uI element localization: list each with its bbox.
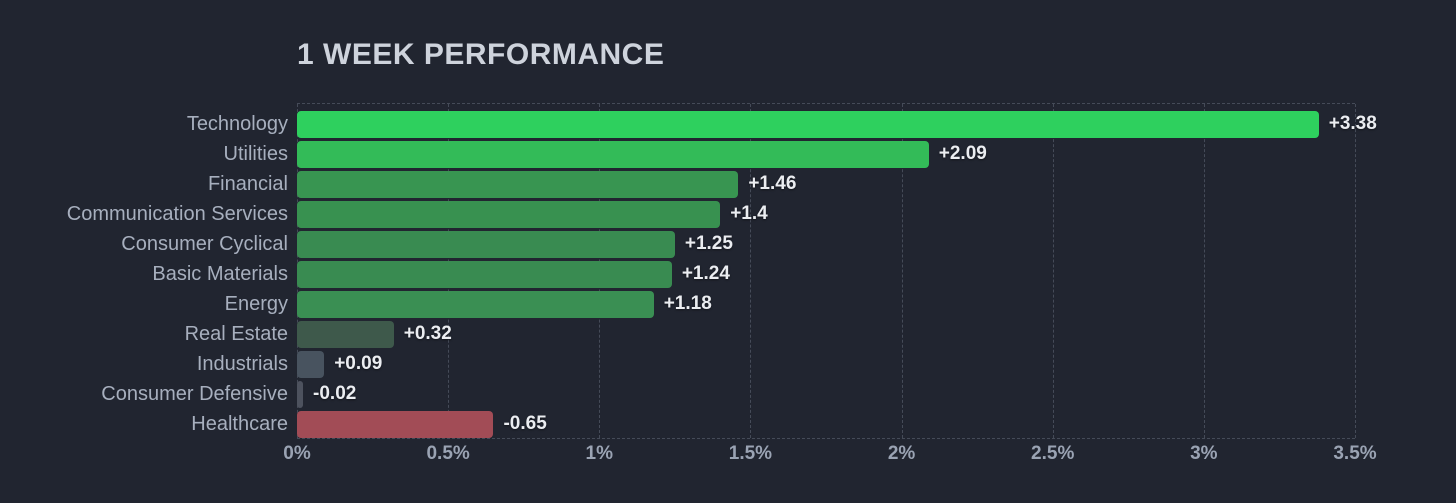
value-label: +0.32	[403, 323, 452, 344]
category-label: Utilities	[223, 143, 288, 165]
bar	[297, 410, 494, 438]
gridline	[1355, 104, 1356, 438]
bar	[297, 290, 654, 318]
value-label: -0.02	[313, 383, 357, 404]
value-label: +1.24	[681, 263, 730, 284]
bar	[297, 350, 325, 378]
bar	[297, 200, 721, 228]
x-tick-label: 2.5%	[1031, 443, 1075, 464]
x-tick-label: 0%	[283, 443, 311, 464]
category-label: Real Estate	[184, 323, 288, 345]
value-label: +3.38	[1328, 113, 1377, 134]
category-label: Industrials	[196, 353, 288, 375]
category-label: Consumer Defensive	[101, 383, 288, 405]
bar	[297, 320, 394, 348]
value-label: +1.4	[730, 203, 768, 224]
bar	[297, 140, 929, 168]
gridline	[901, 104, 903, 438]
bar-row: Communication Services +1.4	[67, 199, 1355, 229]
bar-row: Consumer Cyclical +1.25	[121, 229, 1355, 259]
x-tick-label: 1.5%	[728, 443, 773, 464]
value-label: +1.18	[663, 293, 712, 314]
bar-row: Energy +1.18	[225, 289, 1355, 319]
bar-row: Industrials +0.09	[197, 349, 1355, 379]
bar-row: Utilities +2.09	[224, 139, 1355, 169]
x-tick-label: 3.5%	[1333, 443, 1377, 464]
bar-rows: Technology +3.38 Utilities +2.09 Financial +1…	[67, 109, 1377, 439]
category-label: Healthcare	[191, 413, 288, 435]
gridline	[1052, 104, 1054, 438]
bar	[297, 380, 304, 408]
x-tick-label: 3%	[1190, 443, 1218, 464]
bar-row: Basic Materials +1.24	[152, 259, 1355, 289]
plot-area: Technology +3.38 Utilities +2.09 Financial +1…	[67, 103, 1377, 439]
x-tick-label: 2%	[887, 443, 916, 464]
bar-row: Healthcare -0.65	[191, 409, 1355, 439]
category-label: Basic Materials	[152, 263, 288, 285]
bar-row: Consumer Defensive -0.02	[101, 379, 1355, 409]
category-label: Financial	[207, 173, 288, 195]
chart-title: 1 WEEK PERFORMANCE	[297, 38, 665, 71]
value-label: +1.25	[684, 233, 733, 254]
category-label: Consumer Cyclical	[121, 233, 288, 255]
value-label: +2.09	[938, 143, 987, 164]
value-label: +0.09	[334, 353, 383, 374]
value-label: +1.46	[748, 173, 797, 194]
bar-row: Financial +1.46	[208, 169, 1355, 199]
bar-row: Technology +3.38	[187, 109, 1377, 139]
bar-row: Real Estate +0.32	[185, 319, 1355, 349]
bar	[297, 230, 675, 258]
value-label: -0.65	[503, 413, 547, 434]
gridline	[1203, 104, 1205, 438]
category-label: Technology	[186, 113, 288, 135]
category-label: Energy	[224, 293, 288, 315]
gridline	[750, 104, 752, 438]
bar	[297, 260, 672, 288]
x-tick-label: 1%	[585, 443, 614, 464]
bar	[297, 170, 739, 198]
x-axis: 0% 0.5% 1% 1.5% 2% 2.5% 3% 3.5%	[283, 443, 1376, 473]
category-label: Communication Services	[66, 203, 288, 225]
x-tick-label: 0.5%	[426, 443, 470, 464]
bar	[297, 110, 1319, 138]
